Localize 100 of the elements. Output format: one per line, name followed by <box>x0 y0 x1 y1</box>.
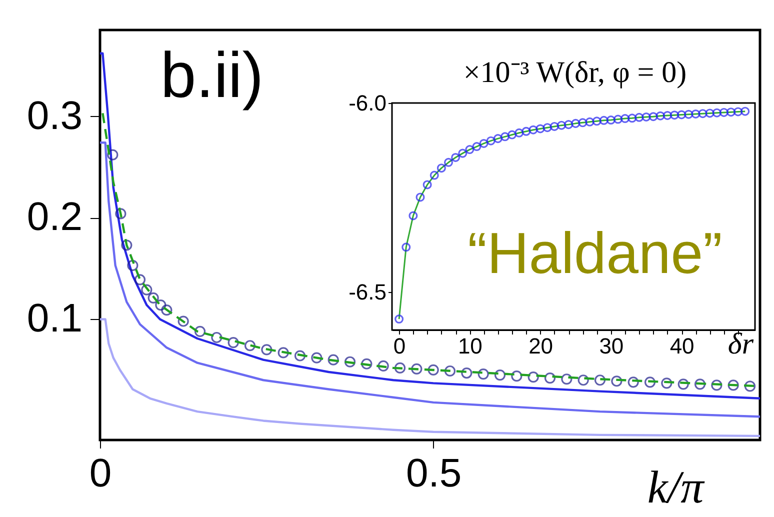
point <box>611 376 622 387</box>
point <box>670 110 679 120</box>
point <box>544 372 556 384</box>
point <box>294 350 306 362</box>
annotation: “Haldane” <box>468 221 722 286</box>
point <box>620 114 630 124</box>
x-tick-label: 0 <box>393 334 406 358</box>
point <box>684 110 694 119</box>
point <box>451 152 460 162</box>
point <box>661 378 672 389</box>
chart-title: ×10⁻³ W(δr, φ = 0) <box>463 56 687 89</box>
point <box>344 356 356 368</box>
point <box>461 367 472 379</box>
point <box>458 148 468 158</box>
point <box>528 125 538 134</box>
point <box>740 106 750 116</box>
point <box>121 240 132 251</box>
line-series <box>100 52 760 400</box>
line-series <box>100 318 760 438</box>
point <box>361 358 372 370</box>
point <box>472 142 482 152</box>
point <box>127 260 138 271</box>
point <box>228 337 239 348</box>
point <box>662 110 672 120</box>
point <box>678 378 689 390</box>
point <box>465 145 474 154</box>
annotation: b.ii) <box>160 39 264 111</box>
point <box>244 340 256 352</box>
point <box>571 118 580 128</box>
point <box>115 208 126 220</box>
point <box>155 299 166 311</box>
point <box>698 109 708 118</box>
y-tick-label: -6.0 <box>348 90 386 116</box>
point <box>508 130 517 140</box>
point <box>734 107 743 116</box>
point <box>436 164 446 173</box>
point <box>585 117 594 126</box>
point <box>430 170 439 180</box>
point <box>561 374 572 385</box>
x-tick-label: 10 <box>458 334 482 358</box>
point <box>712 108 722 118</box>
point <box>107 149 118 160</box>
x-tick-label: 30 <box>599 334 624 358</box>
point <box>634 112 644 122</box>
point <box>278 347 289 358</box>
x-tick-label: 0 <box>89 452 112 496</box>
point <box>161 304 172 316</box>
point <box>606 116 616 125</box>
point <box>416 192 425 202</box>
point <box>719 108 728 117</box>
point <box>178 316 189 327</box>
point <box>613 114 622 124</box>
point <box>444 158 454 167</box>
point <box>677 110 686 120</box>
x-axis-title: k/π <box>647 462 706 512</box>
y-tick-label: 0.2 <box>26 195 82 240</box>
point <box>644 376 656 388</box>
point <box>711 380 722 391</box>
point <box>542 123 552 132</box>
point <box>592 116 602 126</box>
x-tick-label: 40 <box>670 334 694 358</box>
line-series <box>100 142 760 418</box>
point <box>728 380 739 391</box>
point <box>578 374 589 386</box>
point <box>478 368 489 380</box>
point <box>422 180 432 190</box>
point <box>141 284 152 296</box>
point <box>726 108 736 117</box>
point <box>328 354 339 366</box>
point <box>648 112 658 122</box>
point <box>691 109 700 118</box>
point <box>705 108 714 118</box>
point <box>656 111 665 120</box>
point <box>394 362 406 374</box>
x-tick-label: 0.5 <box>406 452 462 496</box>
point <box>522 126 531 136</box>
point <box>528 372 539 383</box>
point <box>134 274 146 286</box>
point <box>194 326 206 337</box>
line-series <box>398 110 746 320</box>
y-tick-label: -6.5 <box>348 280 386 305</box>
point <box>556 120 566 130</box>
point <box>211 332 222 344</box>
point <box>261 344 272 356</box>
point <box>744 380 756 392</box>
point <box>148 292 159 304</box>
point <box>564 120 574 130</box>
point <box>394 314 404 324</box>
point <box>550 122 559 131</box>
point <box>402 242 411 252</box>
point <box>642 112 651 122</box>
point <box>628 376 639 388</box>
point <box>594 374 606 386</box>
point <box>408 211 418 220</box>
point <box>486 136 496 146</box>
y-tick-label: 0.1 <box>26 296 82 341</box>
point <box>479 138 488 148</box>
point <box>494 370 506 381</box>
y-tick-label: 0.3 <box>26 94 82 138</box>
point <box>694 378 706 390</box>
